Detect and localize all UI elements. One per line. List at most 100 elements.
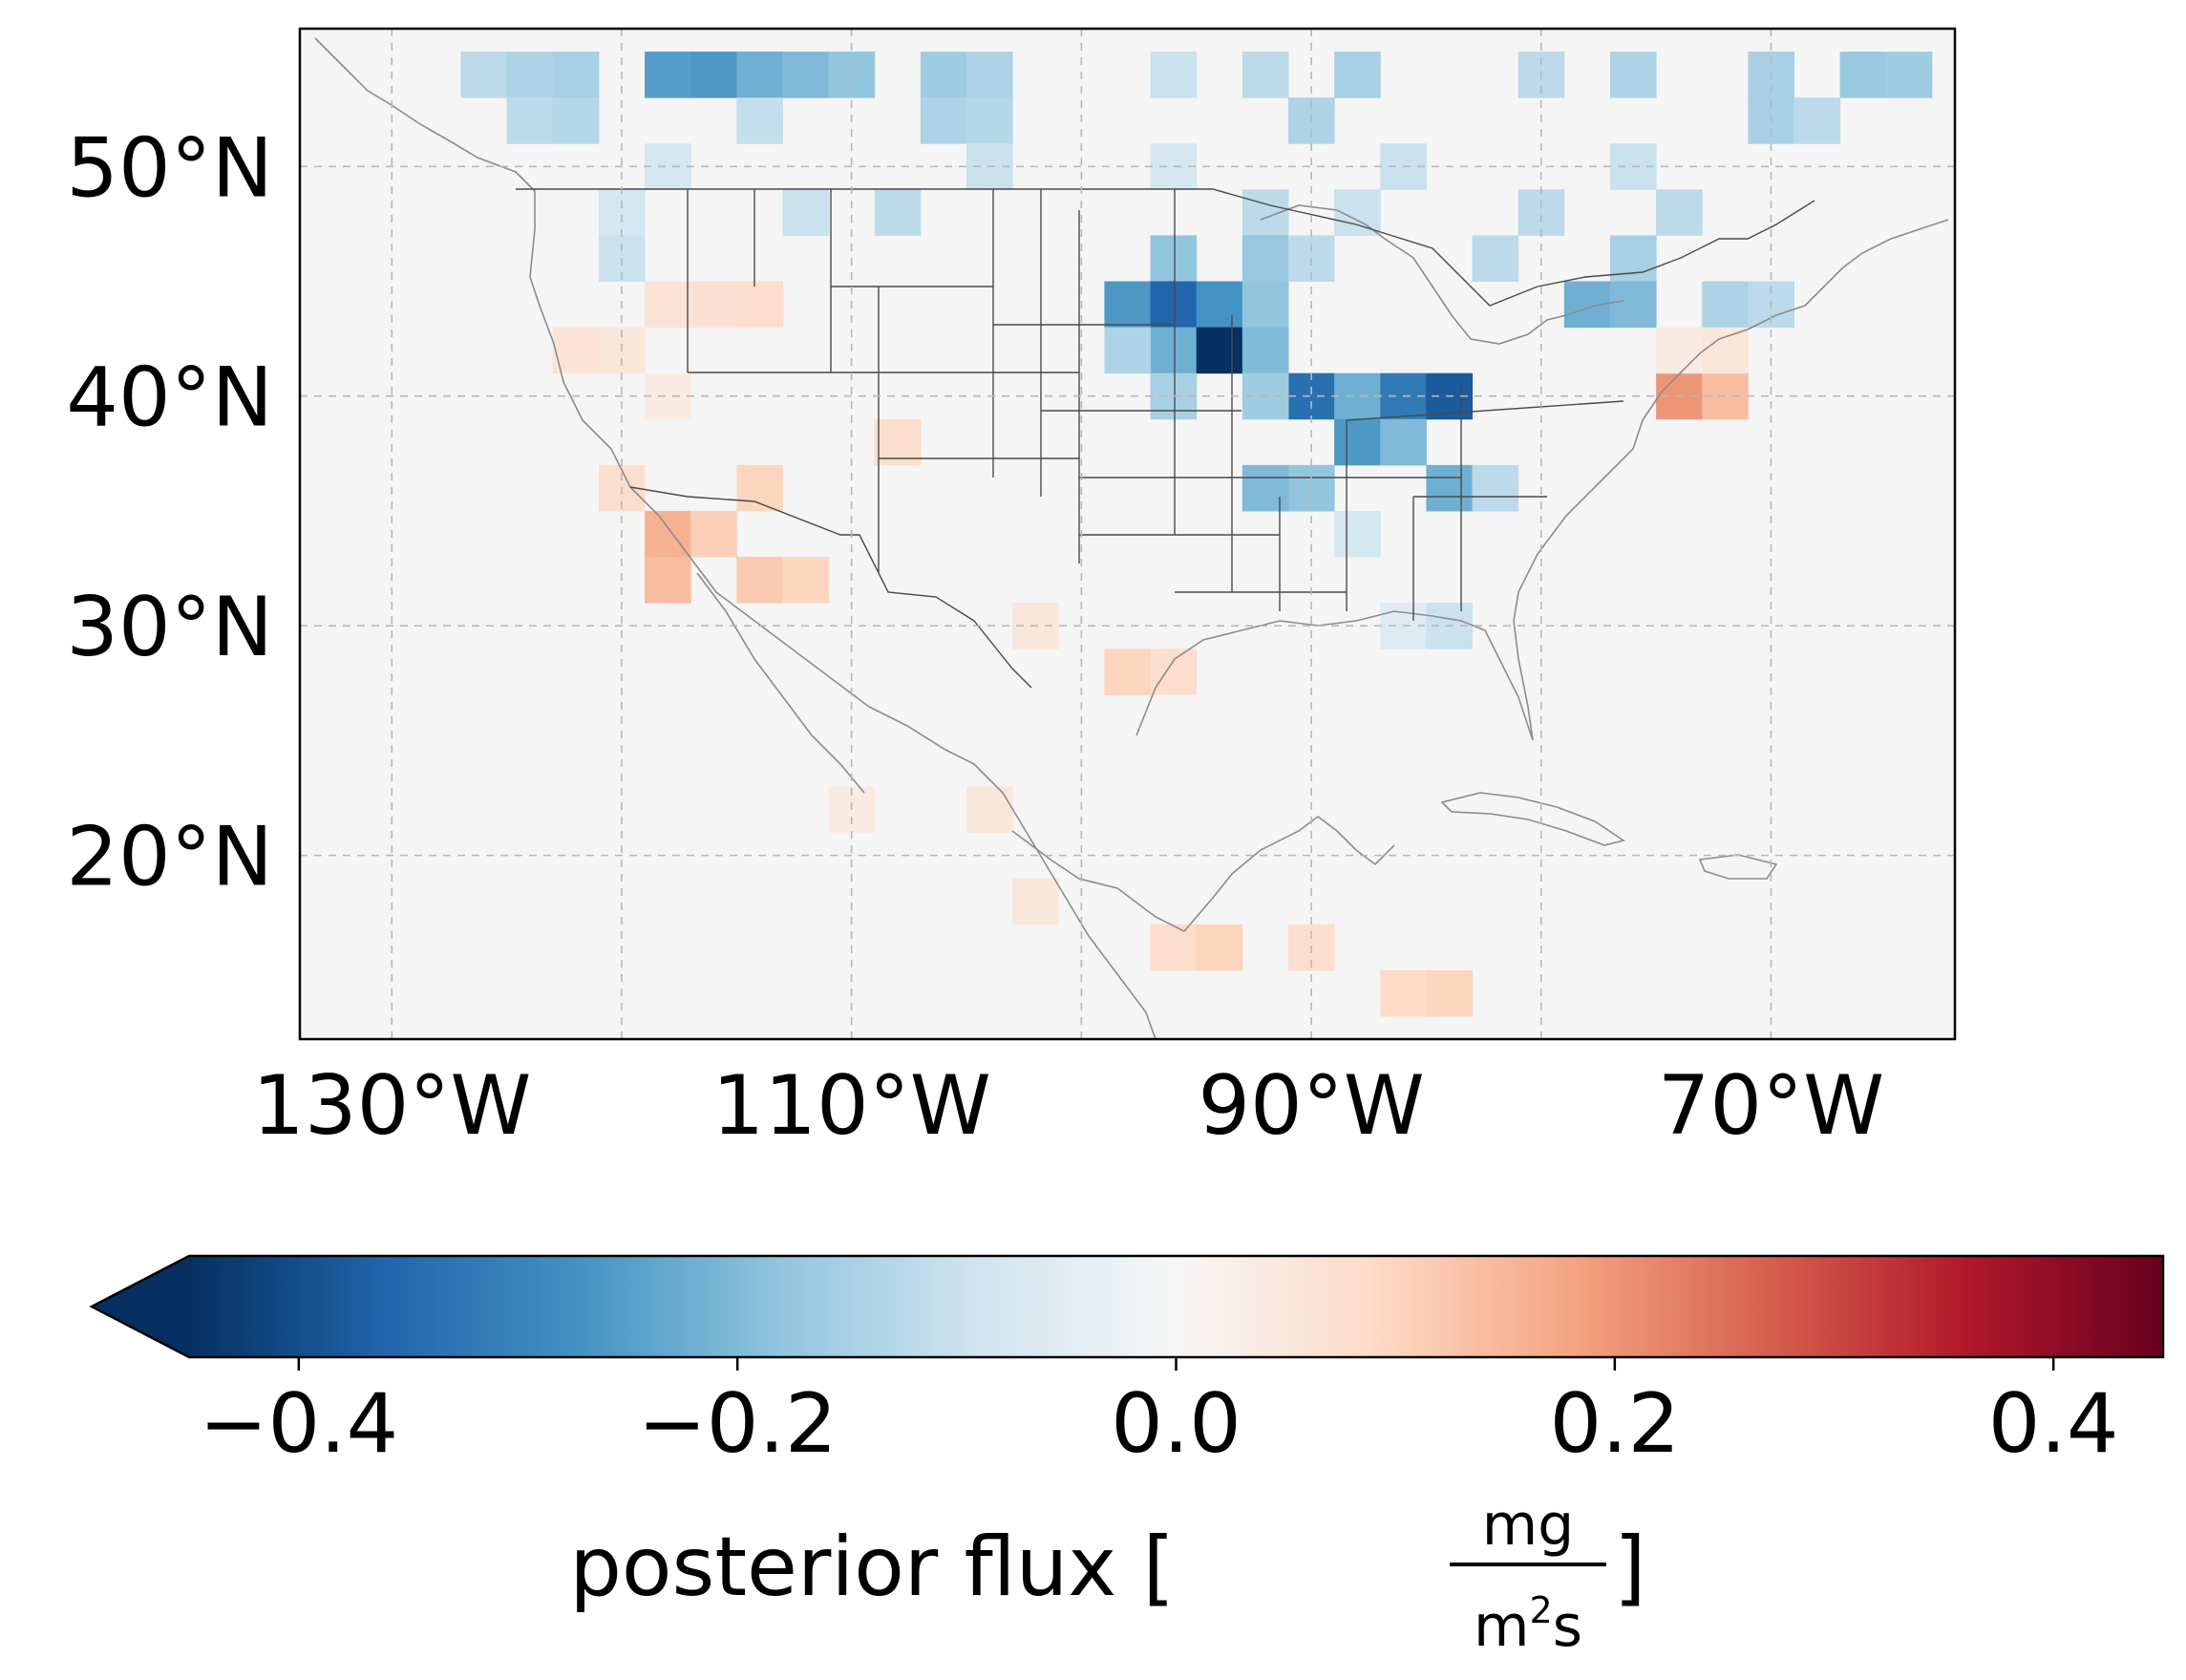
flux-cell	[1702, 327, 1749, 374]
flux-cell	[645, 372, 691, 420]
colorbar-tick-label: −0.2	[638, 1376, 838, 1472]
state-horizontal-lines	[688, 286, 1624, 593]
flux-cell	[645, 557, 691, 604]
baja-coastline	[696, 572, 865, 794]
flux-cell	[782, 52, 830, 98]
atlantic-coastline	[1517, 219, 1949, 593]
state-borders	[516, 188, 1815, 689]
flux-cell	[552, 52, 600, 98]
flux-cell	[645, 510, 691, 558]
flux-cell	[1472, 464, 1519, 512]
flux-cell	[736, 464, 783, 512]
flux-cell	[966, 52, 1013, 98]
colorbar: −0.4 −0.2 0.0 0.2 0.4 posterior flux [ mg m2…	[89, 1254, 2165, 1660]
flux-cell	[1334, 372, 1381, 420]
map-panel: 20°N 30°N 40°N 50°N 130°W 110°W 90°W 70°W	[66, 27, 1957, 1154]
flux-cell	[966, 786, 1013, 834]
flux-cell	[1012, 878, 1059, 925]
flux-cell	[966, 97, 1013, 144]
flux-cell	[1242, 235, 1289, 282]
flux-cell	[1334, 418, 1381, 466]
flux-cell	[1150, 281, 1198, 329]
flux-cell	[920, 97, 967, 144]
great-lakes-coastline	[1260, 204, 1624, 345]
flux-cell	[920, 52, 967, 98]
coastlines	[314, 37, 1949, 1039]
flux-cell	[1609, 281, 1657, 329]
lat-tick-label: 40°N	[66, 351, 273, 446]
colorbar-unit-numerator: mg	[1482, 1492, 1575, 1559]
flux-cell	[736, 557, 783, 604]
lon-tick-label: 130°W	[252, 1058, 531, 1154]
colorbar-tick-label: 0.4	[1988, 1376, 2119, 1472]
flux-cell	[874, 418, 922, 466]
colorbar-extend-min-triangle	[92, 1256, 189, 1357]
flux-cell	[1380, 969, 1427, 1017]
lon-tick-label: 90°W	[1198, 1058, 1424, 1154]
flux-cell	[1196, 327, 1243, 374]
lat-tick-label: 30°N	[66, 580, 273, 675]
colorbar-label-close: ]	[1614, 1520, 1646, 1615]
flux-cell	[1472, 235, 1519, 282]
flux-cell	[1334, 52, 1381, 98]
lat-tick-label: 50°N	[66, 120, 273, 216]
flux-cell	[736, 97, 783, 144]
map-background	[300, 29, 1955, 1039]
gulf-us-coastline	[1135, 591, 1534, 741]
flux-cell	[1242, 189, 1289, 236]
flux-cell	[460, 52, 508, 98]
flux-cell	[598, 189, 646, 236]
lon-tick-label: 70°W	[1658, 1058, 1884, 1154]
flux-cell	[1196, 924, 1243, 971]
flux-cell	[645, 143, 691, 190]
flux-cell	[690, 52, 737, 98]
cuba-coastline	[1440, 792, 1625, 846]
us-mexico-border	[629, 486, 1032, 689]
flux-cell	[736, 281, 783, 329]
flux-cell	[1242, 464, 1289, 512]
flux-cell	[1885, 52, 1933, 98]
flux-cell	[1150, 235, 1198, 282]
flux-cell	[782, 189, 830, 236]
colorbar-tick-label: 0.0	[1111, 1376, 1242, 1472]
flux-cell	[1426, 464, 1474, 512]
flux-cell	[506, 97, 554, 144]
gulf-mexico-coastline	[1011, 816, 1395, 932]
flux-cell	[1242, 281, 1289, 329]
flux-cell	[1426, 969, 1474, 1017]
canada-us-border	[516, 188, 1815, 307]
west-coastline	[314, 37, 1157, 1039]
flux-cell	[1656, 189, 1703, 236]
flux-cell	[1609, 52, 1657, 98]
latitude-tick-labels: 20°N 30°N 40°N 50°N	[66, 120, 273, 904]
colorbar-label: posterior flux [	[569, 1520, 1175, 1615]
flux-cell	[1517, 189, 1565, 236]
map-frame	[298, 27, 1957, 1041]
flux-cell	[1104, 649, 1152, 695]
flux-cell	[1793, 97, 1841, 144]
flux-cell	[1104, 327, 1152, 374]
flux-cell	[1150, 649, 1198, 695]
colorbar-tick-label: −0.4	[199, 1376, 398, 1472]
flux-cell	[1242, 52, 1289, 98]
flux-cell	[1104, 281, 1152, 329]
flux-cell	[1839, 52, 1887, 98]
flux-cell	[645, 281, 691, 329]
gridlines	[300, 29, 1955, 1039]
flux-cell	[1656, 327, 1703, 374]
flux-cell	[506, 52, 554, 98]
flux-cell	[1242, 327, 1289, 374]
flux-cell	[645, 52, 691, 98]
flux-cell	[552, 327, 600, 374]
flux-cell	[1150, 52, 1198, 98]
lon-tick-label: 110°W	[712, 1058, 991, 1154]
flux-cell	[690, 510, 737, 558]
colorbar-ticks: −0.4 −0.2 0.0 0.2 0.4	[199, 1357, 2119, 1472]
flux-cell	[1150, 327, 1198, 374]
flux-cell	[1150, 924, 1198, 971]
flux-cell	[1380, 418, 1427, 466]
colorbar-gradient	[189, 1256, 2163, 1357]
flux-cell	[1287, 372, 1335, 420]
flux-cell	[736, 52, 783, 98]
